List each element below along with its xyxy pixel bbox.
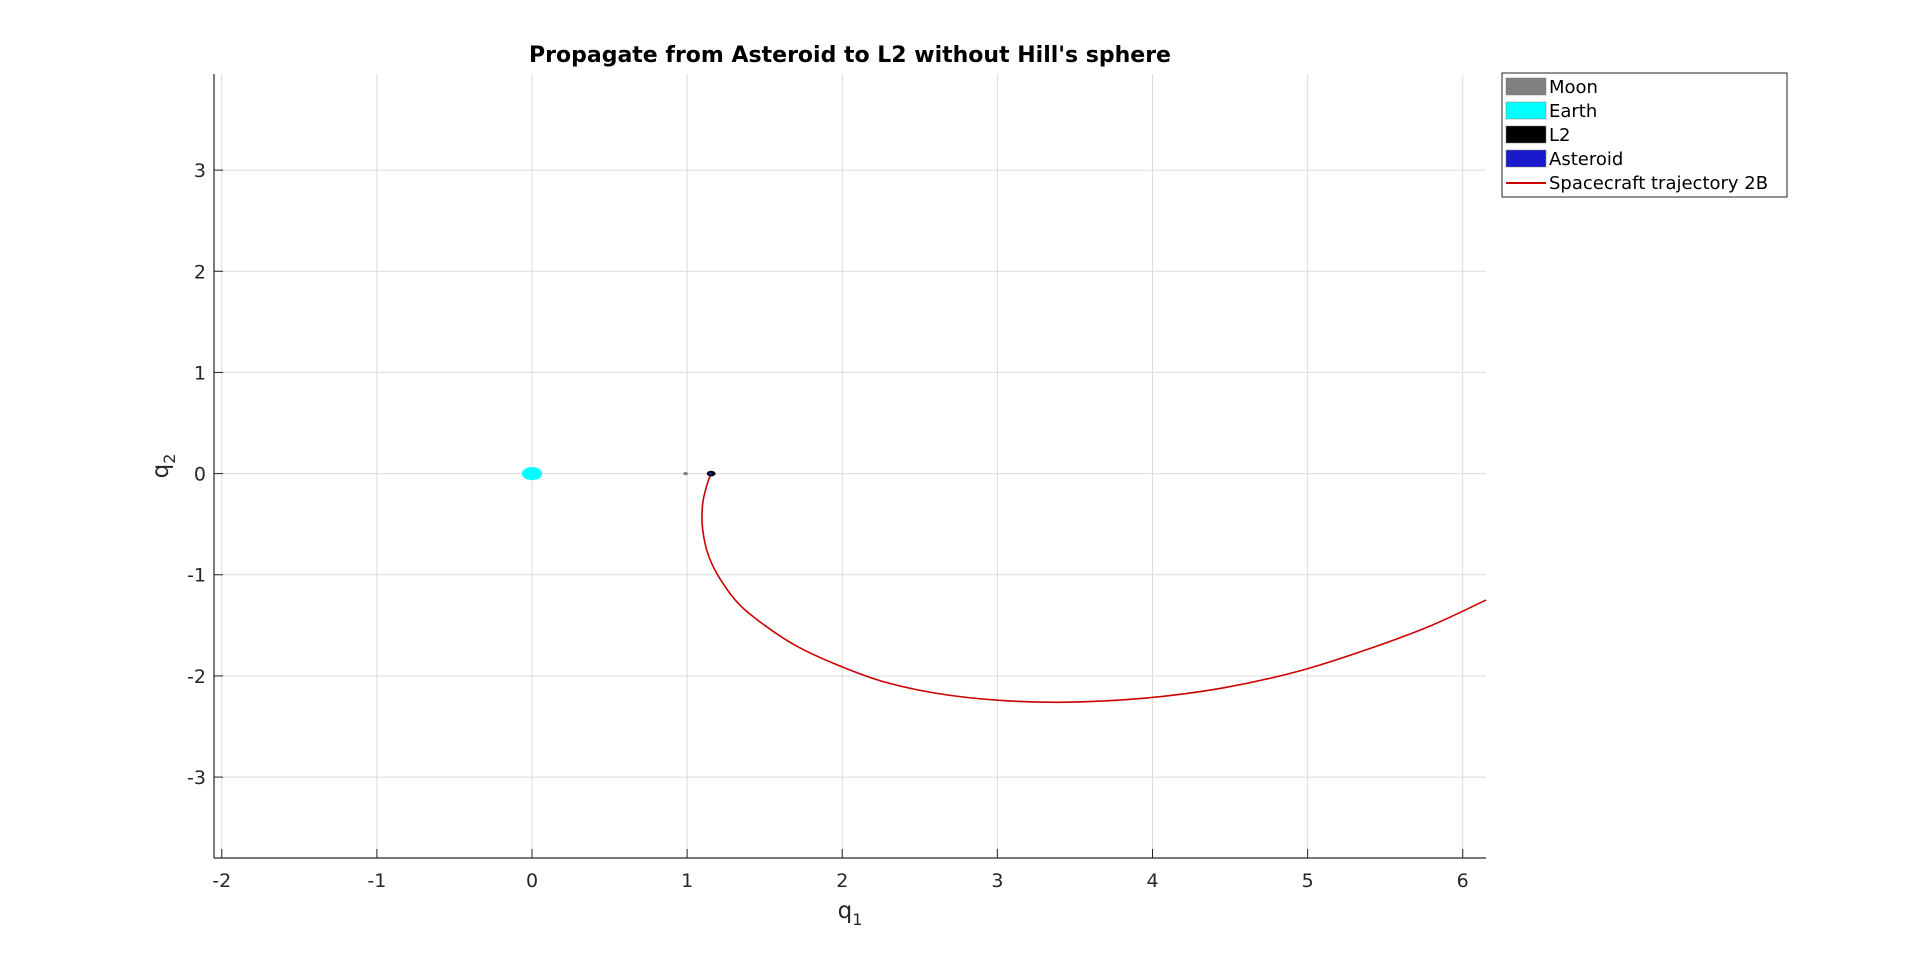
legend-swatch-asteroid <box>1505 149 1547 168</box>
legend-label-spacecraft-trajectory-2b: Spacecraft trajectory 2B <box>1549 173 1768 194</box>
grid <box>214 74 1486 858</box>
x-tick-label: -2 <box>212 870 231 892</box>
x-tick-label: 6 <box>1457 870 1469 892</box>
legend-label-asteroid: Asteroid <box>1549 149 1623 170</box>
x-axis-label: q1 <box>838 898 863 929</box>
axes: -2 -1 0 1 2 3 4 5 6 -3 -2 -1 0 1 2 3 <box>187 74 1486 892</box>
y-tick-label: 1 <box>194 362 206 384</box>
y-tick-label: 2 <box>194 261 206 283</box>
chart-title: Propagate from Asteroid to L2 without Hi… <box>529 43 1171 68</box>
y-tick-label: -1 <box>187 565 206 587</box>
legend: Moon Earth L2 Asteroid Spacecraft trajectory… <box>1501 72 1788 198</box>
axes-background <box>214 74 1486 858</box>
legend-box <box>1501 72 1788 198</box>
x-tick-label: 1 <box>681 870 693 892</box>
x-tick-label: 2 <box>836 870 848 892</box>
legend-swatch-earth <box>1505 101 1547 120</box>
legend-swatch-l2 <box>1505 125 1547 144</box>
y-tick-label: -2 <box>187 666 206 688</box>
x-tick-label: 3 <box>991 870 1003 892</box>
x-tick-label: -1 <box>367 870 386 892</box>
body-moon <box>683 471 689 476</box>
y-tick-label: 0 <box>194 464 206 486</box>
body-asteroid <box>708 472 712 476</box>
y-tick-label: -3 <box>187 767 206 789</box>
legend-label-l2: L2 <box>1549 125 1570 146</box>
y-tick-label: 3 <box>194 160 206 182</box>
plot-area: -2 -1 0 1 2 3 4 5 6 -3 -2 -1 0 1 2 3 <box>187 74 1487 892</box>
x-tick-label: 4 <box>1146 870 1158 892</box>
body-earth <box>521 467 543 481</box>
x-tick-label: 0 <box>526 870 538 892</box>
legend-label-earth: Earth <box>1549 101 1597 122</box>
y-axis-label: q2 <box>148 454 179 479</box>
data-layer <box>521 467 1487 704</box>
series-spacecraft-trajectory-2b <box>701 473 1487 704</box>
legend-swatch-moon <box>1505 77 1547 96</box>
legend-label-moon: Moon <box>1549 77 1598 98</box>
x-tick-label: 5 <box>1302 870 1314 892</box>
